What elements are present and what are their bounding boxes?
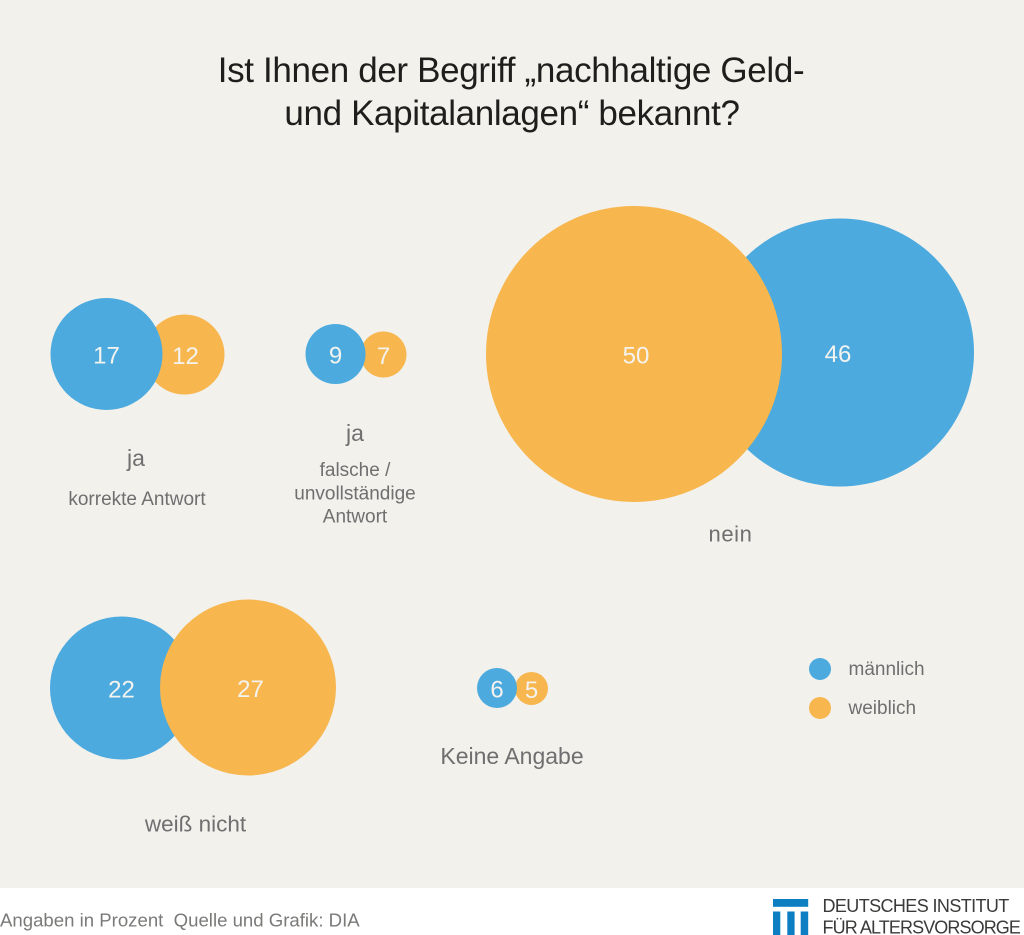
svg-text:ja: ja	[126, 445, 145, 471]
svg-text:22: 22	[108, 676, 135, 703]
svg-text:12: 12	[172, 343, 199, 370]
svg-text:und Kapitalanlagen“ bekannt?: und Kapitalanlagen“ bekannt?	[284, 94, 739, 133]
svg-text:Ist Ihnen der Begriff „nachhal: Ist Ihnen der Begriff „nachhaltige Geld-	[218, 51, 805, 90]
svg-text:männlich: männlich	[849, 659, 925, 680]
svg-text:korrekte Antwort: korrekte Antwort	[68, 489, 206, 510]
svg-text:7: 7	[377, 343, 390, 370]
svg-text:17: 17	[93, 342, 120, 369]
svg-text:9: 9	[329, 342, 342, 369]
svg-text:unvollständige: unvollständige	[294, 484, 415, 505]
svg-text:27: 27	[237, 676, 264, 703]
svg-text:weiß nicht: weiß nicht	[144, 812, 247, 837]
svg-text:falsche /: falsche /	[320, 460, 391, 481]
svg-text:Antwort: Antwort	[323, 507, 388, 528]
svg-text:6: 6	[490, 676, 503, 703]
svg-text:DEUTSCHES INSTITUT: DEUTSCHES INSTITUT	[823, 896, 1010, 916]
svg-text:ja: ja	[345, 420, 364, 446]
svg-text:Angaben in Prozent Quelle und: Angaben in Prozent Quelle und Grafik: DI…	[0, 910, 360, 931]
svg-text:5: 5	[525, 677, 538, 704]
svg-text:Keine Angabe: Keine Angabe	[440, 743, 583, 769]
svg-text:46: 46	[825, 341, 852, 368]
svg-text:FÜR ALTERSVORSORGE: FÜR ALTERSVORSORGE	[823, 918, 1021, 935]
svg-text:50: 50	[623, 342, 650, 369]
svg-text:nein: nein	[709, 522, 753, 547]
svg-text:weiblich: weiblich	[848, 698, 917, 719]
